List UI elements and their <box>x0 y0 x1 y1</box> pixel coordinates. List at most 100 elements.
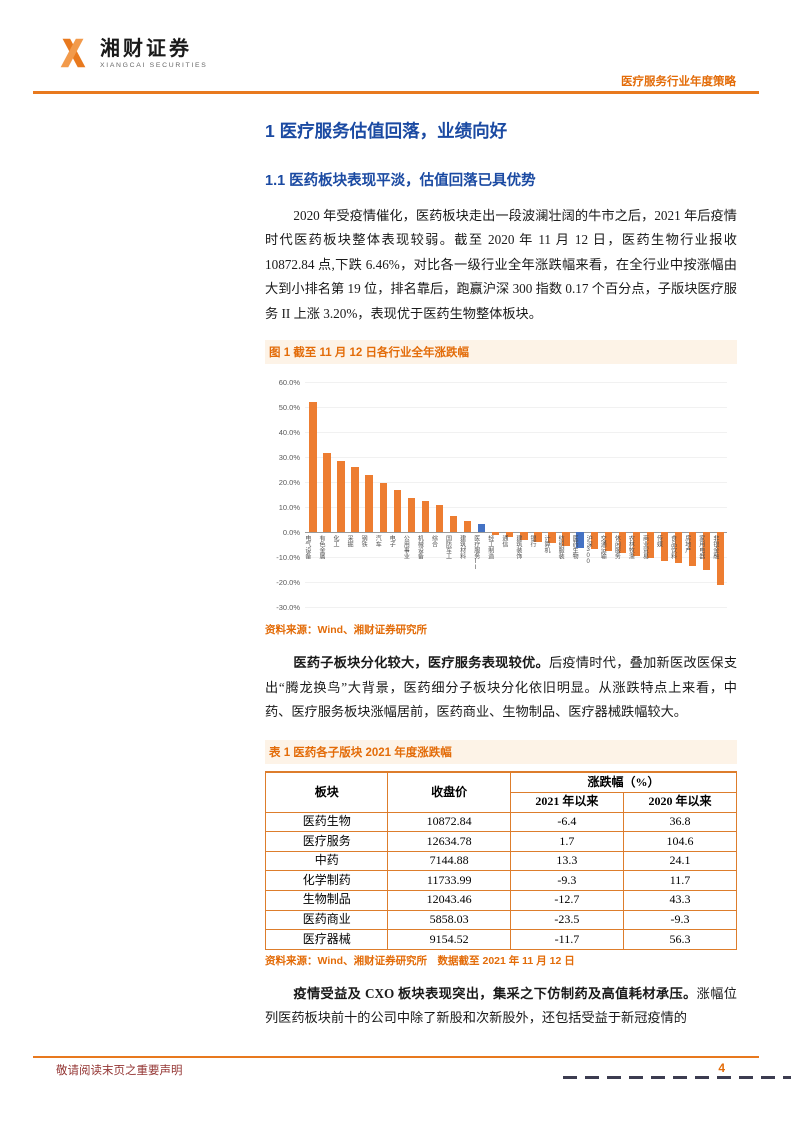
table-1-caption: 表 1 医药各子版块 2021 年度涨跌幅 <box>265 740 737 765</box>
x-axis-label: 国防军工 <box>444 535 451 560</box>
x-axis-label: 汽车 <box>374 535 381 548</box>
paragraph-subsector: 医药子板块分化较大，医疗服务表现较优。后疫情时代，叠加新医改医保支出“腾龙换鸟”… <box>265 651 737 724</box>
table-row: 化学制药 11733.99 -9.3 11.7 <box>264 870 738 891</box>
table-cell: -11.7 <box>509 929 624 950</box>
bar-商业贸易 <box>646 532 655 559</box>
bar-汽车 <box>379 483 387 533</box>
table-cell: 中药 <box>264 850 389 872</box>
table-cell: 11733.99 <box>387 870 511 891</box>
bar-化工 <box>337 460 345 533</box>
bar-机械设备 <box>421 500 430 533</box>
x-axis-label: 非银金融 <box>711 535 718 560</box>
bar-轻工制造 <box>492 532 500 536</box>
table-header-row: 板块 收盘价 涨跌幅（%） <box>264 771 738 813</box>
y-axis-tick: 30.0% <box>278 453 300 463</box>
company-name-block: 湘财证券 XIANGCAI SECURITIES <box>100 38 207 69</box>
x-axis-label: 公用事业 <box>402 535 409 560</box>
footer-disclaimer: 敬请阅读末页之重要声明 <box>56 1065 183 1077</box>
y-axis-tick: 40.0% <box>278 428 300 438</box>
bar-电子 <box>393 489 401 533</box>
bar-家用电器 <box>703 532 711 570</box>
table-cell: 医疗器械 <box>264 929 389 950</box>
x-axis-label: 建筑装饰 <box>514 535 521 560</box>
bar-电气设备 <box>309 402 317 533</box>
y-axis-tick: 10.0% <box>278 503 300 513</box>
table-cell: 10872.84 <box>387 811 511 833</box>
x-axis-label: 医疗服务II <box>472 535 479 572</box>
table-row: 生物制品 12043.46 -12.7 43.3 <box>264 889 738 911</box>
table-cell: 12634.78 <box>387 831 511 852</box>
bar-建筑装饰 <box>520 532 528 540</box>
table-cell: -9.3 <box>622 909 738 931</box>
x-axis-label: 电子 <box>388 535 395 548</box>
table-1-source: 资料来源：Wind、湘财证券研究所 数据截至 2021 年 11 月 12 日 <box>265 954 575 967</box>
figure-1-source: 资料来源：Wind、湘财证券研究所 <box>265 624 428 637</box>
x-axis-label: 综合 <box>430 535 437 548</box>
subsector-performance-table: 板块 收盘价 涨跌幅（%） 2021 年以来 2020 年以来 医药生物 1087… <box>264 771 738 950</box>
figure-1-caption: 图 1 截至 11 月 12 日各行业全年涨跌幅 <box>265 340 737 365</box>
x-axis-label: 计算机 <box>543 535 550 554</box>
footer-divider <box>33 1056 759 1058</box>
x-axis-label: 电气设备 <box>303 535 310 560</box>
x-axis-label: 食品饮料 <box>669 535 676 560</box>
table-row: 中药 7144.88 13.3 24.1 <box>264 850 738 872</box>
table-cell: 医药商业 <box>264 909 389 931</box>
table-cell: 9154.52 <box>387 929 511 950</box>
table-cell: 43.3 <box>622 889 738 911</box>
table-cell: 5858.03 <box>387 909 511 931</box>
bar-通信 <box>506 532 514 538</box>
bar-休闲服务 <box>618 532 626 554</box>
section-heading: 1 医疗服务估值回落，业绩向好 <box>265 121 508 141</box>
bar-钢铁 <box>365 474 373 533</box>
x-axis-label: 交通运输 <box>599 535 606 560</box>
bar-食品饮料 <box>674 532 683 564</box>
x-axis-label: 农林牧渔 <box>627 535 634 560</box>
company-name-en: XIANGCAI SECURITIES <box>100 61 208 69</box>
report-series-title: 医疗服务行业年度策略 <box>621 76 736 88</box>
x-axis-label: 化工 <box>332 535 339 548</box>
bar-综合 <box>435 504 444 533</box>
table-cell: 11.7 <box>622 870 738 891</box>
table-cell: 13.3 <box>509 850 624 872</box>
bar-采掘 <box>351 467 359 533</box>
x-axis-label: 通信 <box>500 535 507 548</box>
table-row: 医药商业 5858.03 -23.5 -9.3 <box>264 909 738 931</box>
y-axis-tick: 50.0% <box>278 403 300 413</box>
gridline <box>305 407 727 409</box>
x-axis-label: 机械设备 <box>416 535 423 560</box>
y-axis-tick: 20.0% <box>278 478 300 488</box>
paragraph-subsector-text: 后疫情时代，叠加新医改医保支出“腾龙换鸟”大背景，医药细分子板块分化依旧明显。从… <box>265 655 738 719</box>
x-axis-label: 纺织服装 <box>557 535 564 560</box>
x-axis-label: 家用电器 <box>697 535 704 560</box>
x-axis-label: 商业贸易 <box>641 535 648 560</box>
bar-传媒 <box>660 532 669 561</box>
paragraph-overview: 2020 年受疫情催化，医药板块走出一段波澜壮阔的牛市之后，2021 年后疫情时… <box>265 208 737 321</box>
col-header-change: 涨跌幅（%） <box>509 771 738 793</box>
x-axis-label: 轻工制造 <box>486 535 493 560</box>
paragraph-cxo-text: 涨幅位列医药板块前十的公司中除了新股和次新股外，还包括受益于新冠疫情的 <box>265 985 737 1026</box>
y-axis-tick: -10.0% <box>276 553 300 563</box>
paragraph-cxo: 疫情受益及 CXO 板块表现突出，集采之下仿制药及高值耗材承压。涨幅位列医药板块… <box>265 982 737 1031</box>
figure-1-bar-chart: 60.0% 50.0% 40.0% 30.0% 20.0% 10.0% 0.0% -10.0%… <box>265 372 737 618</box>
table-cell: 56.3 <box>622 929 738 950</box>
gridline <box>305 607 727 609</box>
content-column: 1 医疗服务估值回落，业绩向好 1.1 医药板块表现平淡，估值回落已具优势 20… <box>264 110 738 1031</box>
gridline <box>305 582 727 584</box>
x-axis-label: 休闲服务 <box>613 535 620 560</box>
x-axis-label: 钢铁 <box>360 535 367 548</box>
bar-非银金融 <box>717 532 725 585</box>
bar-计算机 <box>548 532 556 544</box>
table-cell: 36.8 <box>622 811 738 833</box>
x-axis-label: 采掘 <box>346 535 353 548</box>
table-row: 医疗服务 12634.78 1.7 104.6 <box>264 831 738 852</box>
page-number: 4 <box>718 1061 725 1075</box>
xiangcai-logo-icon <box>60 38 86 68</box>
bar-医疗服务II <box>478 524 486 533</box>
col-header-close: 收盘价 <box>387 771 511 813</box>
gridline <box>305 532 727 534</box>
table-cell: 医药生物 <box>264 811 389 833</box>
gridline <box>305 482 727 484</box>
bar-沪深300 <box>590 532 598 549</box>
y-axis-tick: -30.0% <box>276 603 300 613</box>
